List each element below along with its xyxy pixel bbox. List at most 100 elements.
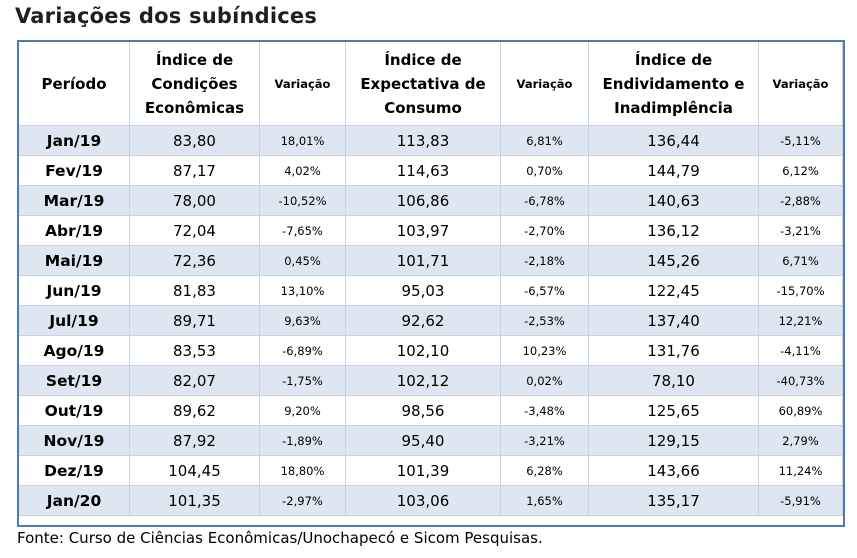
cell-iei: 129,15	[588, 425, 759, 456]
cell-icec-variation: -1,75%	[259, 365, 346, 396]
cell-iei-variation: -5,91%	[758, 485, 843, 516]
cell-iei-variation: 6,71%	[758, 245, 843, 276]
cell-icec-variation: -6,89%	[259, 335, 346, 366]
table-row: Fev/19 87,17 4,02% 114,63 0,70% 144,79 6,12%	[18, 155, 843, 186]
cell-period: Mai/19	[18, 245, 130, 276]
cell-iei-variation: -40,73%	[758, 365, 843, 396]
table-row: Jun/19 81,83 13,10% 95,03 -6,57% 122,45 -15,70…	[18, 275, 843, 306]
cell-iei: 145,26	[588, 245, 759, 276]
table-row: Set/19 82,07 -1,75% 102,12 0,02% 78,10 -40,73%	[18, 365, 843, 396]
table-row: Mar/19 78,00 -10,52% 106,86 -6,78% 140,63 -2,8…	[18, 185, 843, 216]
cell-iei: 122,45	[588, 275, 759, 306]
header-row: Período Índice de Condições Econômicas V…	[18, 41, 843, 126]
cell-iec-variation: 6,81%	[500, 125, 589, 156]
cell-iei: 143,66	[588, 455, 759, 486]
cell-icec-variation: 18,01%	[259, 125, 346, 156]
cell-icec: 89,71	[129, 305, 260, 336]
cell-period: Mar/19	[18, 185, 130, 216]
cell-iec: 114,63	[345, 155, 501, 186]
cell-iec-variation: -2,53%	[500, 305, 589, 336]
cell-iei-variation: -2,88%	[758, 185, 843, 216]
cell-iei: 135,17	[588, 485, 759, 516]
cell-icec-variation: 9,63%	[259, 305, 346, 336]
cell-icec-variation: 4,02%	[259, 155, 346, 186]
cell-iei: 136,44	[588, 125, 759, 156]
cell-iec-variation: 10,23%	[500, 335, 589, 366]
cell-period: Jun/19	[18, 275, 130, 306]
cell-iei-variation: 11,24%	[758, 455, 843, 486]
cell-period: Dez/19	[18, 455, 130, 486]
cell-iei: 140,63	[588, 185, 759, 216]
cell-iec-variation: -2,70%	[500, 215, 589, 246]
cell-period: Jan/20	[18, 485, 130, 516]
header-iei: Índice de Endividamento e Inadimplência	[588, 41, 759, 126]
table-row: Jul/19 89,71 9,63% 92,62 -2,53% 137,40 12,21%	[18, 305, 843, 336]
cell-icec: 87,92	[129, 425, 260, 456]
cell-iec: 92,62	[345, 305, 501, 336]
cell-icec: 82,07	[129, 365, 260, 396]
table-row: Out/19 89,62 9,20% 98,56 -3,48% 125,65 60,89%	[18, 395, 843, 426]
cell-iec-variation: 1,65%	[500, 485, 589, 516]
cell-period: Ago/19	[18, 335, 130, 366]
cell-iei-variation: -3,21%	[758, 215, 843, 246]
cell-period: Out/19	[18, 395, 130, 426]
table-row: Jan/20 101,35 -2,97% 103,06 1,65% 135,17 -5,91…	[18, 485, 843, 516]
cell-iec-variation: -6,57%	[500, 275, 589, 306]
cell-iec-variation: -6,78%	[500, 185, 589, 216]
cell-iec: 102,12	[345, 365, 501, 396]
cell-icec: 81,83	[129, 275, 260, 306]
table-row: Dez/19 104,45 18,80% 101,39 6,28% 143,66 11,24…	[18, 455, 843, 486]
cell-iei: 144,79	[588, 155, 759, 186]
cell-iei: 78,10	[588, 365, 759, 396]
cell-iec: 113,83	[345, 125, 501, 156]
cell-iec: 103,06	[345, 485, 501, 516]
cell-icec: 83,53	[129, 335, 260, 366]
cell-iei: 125,65	[588, 395, 759, 426]
cell-period: Jan/19	[18, 125, 130, 156]
cell-iec-variation: 6,28%	[500, 455, 589, 486]
cell-icec-variation: 18,80%	[259, 455, 346, 486]
cell-icec-variation: -2,97%	[259, 485, 346, 516]
table-row: Ago/19 83,53 -6,89% 102,10 10,23% 131,76 -4,11…	[18, 335, 843, 366]
cell-iei-variation: -4,11%	[758, 335, 843, 366]
cell-icec: 104,45	[129, 455, 260, 486]
cell-icec: 72,04	[129, 215, 260, 246]
cell-iec-variation: 0,02%	[500, 365, 589, 396]
cell-iei-variation: 12,21%	[758, 305, 843, 336]
cell-iei-variation: 60,89%	[758, 395, 843, 426]
cell-icec: 101,35	[129, 485, 260, 516]
cell-icec-variation: -10,52%	[259, 185, 346, 216]
table-title: Variações dos subíndices	[15, 4, 318, 28]
cell-iei-variation: -5,11%	[758, 125, 843, 156]
cell-icec-variation: 0,45%	[259, 245, 346, 276]
header-icec-variation: Variação	[259, 41, 346, 126]
cell-icec: 83,80	[129, 125, 260, 156]
cell-icec: 87,17	[129, 155, 260, 186]
cell-period: Set/19	[18, 365, 130, 396]
cell-iec: 95,40	[345, 425, 501, 456]
cell-iec-variation: -3,21%	[500, 425, 589, 456]
cell-icec-variation: -1,89%	[259, 425, 346, 456]
cell-iec: 101,39	[345, 455, 501, 486]
table-row: Abr/19 72,04 -7,65% 103,97 -2,70% 136,12 -3,21…	[18, 215, 843, 246]
table-row: Jan/19 83,80 18,01% 113,83 6,81% 136,44 -5,11%	[18, 125, 843, 156]
cell-iei: 137,40	[588, 305, 759, 336]
cell-iec-variation: 0,70%	[500, 155, 589, 186]
cell-period: Jul/19	[18, 305, 130, 336]
cell-iec: 98,56	[345, 395, 501, 426]
subindex-table: Período Índice de Condições Econômicas V…	[18, 41, 843, 516]
header-period: Período	[18, 41, 130, 126]
cell-period: Abr/19	[18, 215, 130, 246]
cell-icec: 72,36	[129, 245, 260, 276]
table-row: Nov/19 87,92 -1,89% 95,40 -3,21% 129,15 2,79%	[18, 425, 843, 456]
header-iec-variation: Variação	[500, 41, 589, 126]
cell-iec-variation: -3,48%	[500, 395, 589, 426]
cell-iec-variation: -2,18%	[500, 245, 589, 276]
cell-icec: 89,62	[129, 395, 260, 426]
cell-icec: 78,00	[129, 185, 260, 216]
cell-iec: 102,10	[345, 335, 501, 366]
cell-iec: 106,86	[345, 185, 501, 216]
cell-iec: 95,03	[345, 275, 501, 306]
header-icec: Índice de Condições Econômicas	[129, 41, 260, 126]
cell-iei-variation: 6,12%	[758, 155, 843, 186]
